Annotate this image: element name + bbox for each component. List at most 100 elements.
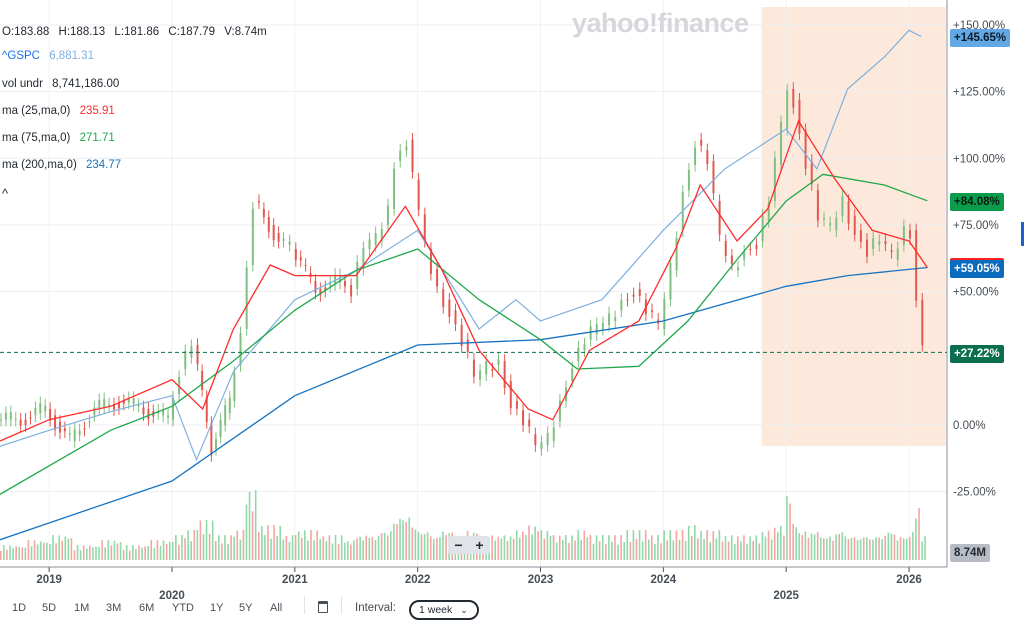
volume-bar: [27, 540, 30, 560]
y-tick-label: +125.00%: [953, 87, 1005, 99]
volume-bar: [918, 507, 920, 560]
side-panel-handle[interactable]: [1021, 222, 1024, 246]
candle-body: [205, 396, 208, 423]
range-all[interactable]: All: [270, 602, 283, 614]
volume-bar: [98, 546, 100, 560]
volume-bar: [875, 537, 877, 560]
range-3m[interactable]: 3M: [106, 602, 122, 614]
candle-body: [196, 344, 199, 365]
candle-body: [460, 324, 463, 346]
compare-legend[interactable]: ^GSPC 6,881.31: [2, 50, 100, 62]
volume-bar: [439, 537, 441, 560]
volume-bar: [909, 536, 911, 560]
candle-body: [171, 397, 174, 420]
volume-bar: [199, 520, 202, 560]
range-1m[interactable]: 1M: [74, 602, 90, 614]
interval-select[interactable]: 1 week ⌄: [409, 600, 479, 620]
volume-bar: [202, 534, 205, 560]
volume-bar: [362, 540, 364, 560]
zoom-in-button[interactable]: +: [475, 537, 484, 553]
candle-body: [626, 299, 629, 301]
candle-body: [737, 267, 740, 271]
vol-undr-value: 8,741,186.00: [52, 78, 120, 90]
gspc-compare-line: [0, 29, 922, 462]
candle-body: [262, 208, 265, 218]
volume-bar: [905, 538, 908, 560]
candle-body: [823, 218, 826, 220]
yahoo-finance-watermark: yahoo!finance: [572, 8, 749, 38]
volume-bar: [178, 544, 180, 560]
calendar-icon[interactable]: [318, 601, 328, 613]
candle-body: [0, 419, 2, 421]
candle-body: [39, 403, 42, 414]
volume-bar: [390, 531, 392, 560]
volume-bar: [816, 531, 819, 560]
volume-bar: [798, 533, 801, 560]
candle-body: [890, 250, 893, 252]
volume-bar: [632, 530, 635, 560]
volume-bar: [61, 540, 64, 560]
volume-bar: [899, 536, 902, 560]
volume-bar: [869, 539, 871, 560]
candle-body: [448, 299, 451, 317]
candle-body: [436, 268, 439, 287]
ma200-legend[interactable]: ma (200,ma,0) 234.77: [2, 159, 127, 171]
volume-bar: [224, 535, 226, 560]
volume-bar: [890, 533, 893, 560]
volume-bar: [555, 542, 558, 560]
candle-body: [228, 397, 231, 413]
ma25-legend[interactable]: ma (25,ma,0) 235.91: [2, 105, 121, 117]
vol-undr-legend[interactable]: vol undr 8,741,186.00: [2, 78, 125, 90]
candle-body: [595, 324, 598, 335]
volume-bar: [445, 535, 447, 560]
collapse-legend-icon[interactable]: ^: [2, 186, 9, 201]
range-ytd[interactable]: YTD: [172, 602, 194, 614]
volume-bar: [116, 543, 119, 560]
compare-symbol[interactable]: ^GSPC: [2, 50, 40, 62]
zoom-out-button[interactable]: −: [454, 537, 463, 553]
volume-bar: [534, 526, 536, 560]
volume-bar: [694, 525, 696, 560]
volume-bar: [783, 535, 785, 560]
range-1d[interactable]: 1D: [12, 602, 27, 614]
volume-bar: [813, 534, 816, 560]
volume-bar: [497, 536, 500, 560]
volume-bar: [417, 531, 420, 560]
volume-last-label: 8.74M: [950, 544, 990, 562]
volume-bar: [64, 536, 67, 560]
volume-bar: [55, 543, 57, 560]
candle-body: [909, 230, 912, 239]
candle-body: [583, 344, 586, 351]
candle-body: [380, 229, 383, 241]
candle-body: [68, 433, 71, 435]
x-tick-label: 2019: [36, 574, 62, 586]
ma25-line: [0, 119, 928, 442]
candle-body: [651, 310, 654, 312]
range-5y[interactable]: 5Y: [239, 602, 253, 614]
volume-bar: [230, 535, 232, 560]
candle-body: [540, 442, 543, 450]
candle-body: [792, 88, 795, 108]
volume-bar: [577, 530, 579, 560]
volume-bar: [896, 540, 899, 560]
volume-bar: [58, 535, 60, 560]
candle-body: [257, 200, 260, 203]
volume-bar: [6, 549, 8, 560]
volume-bar: [162, 540, 165, 560]
ma75-legend[interactable]: ma (75,ma,0) 271.71: [2, 132, 121, 144]
volume-bar: [150, 540, 153, 560]
divider: [304, 596, 305, 614]
candle-body: [324, 287, 327, 291]
volume-bar: [847, 538, 850, 560]
candle-body: [167, 415, 170, 418]
range-5d[interactable]: 5D: [42, 602, 57, 614]
volume-bar: [414, 529, 417, 560]
volume-bar: [764, 536, 767, 560]
range-6m[interactable]: 6M: [139, 602, 155, 614]
range-1y[interactable]: 1Y: [210, 602, 224, 614]
candle-body: [93, 407, 96, 416]
volume-bar: [144, 546, 146, 560]
x-tick-label: 2024: [651, 574, 677, 586]
candle-body: [442, 288, 445, 308]
